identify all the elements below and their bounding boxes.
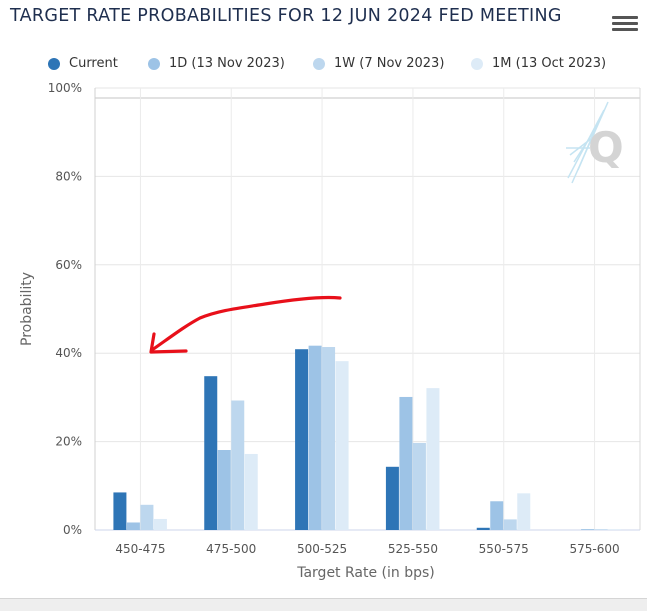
y-axis-ticks: 0% 20% 40% 60% 80% 100% [48, 81, 82, 537]
bar-500-525-series-3[interactable] [335, 361, 349, 530]
legend-item-1d[interactable]: 1D (13 Nov 2023) [148, 56, 285, 71]
legend-item-1m[interactable]: 1M (13 Oct 2023) [471, 56, 606, 71]
bar-475-500-series-2[interactable] [231, 400, 245, 530]
bar-575-600-series-1[interactable] [581, 529, 595, 530]
bar-450-475-series-2[interactable] [140, 504, 154, 530]
x-axis-ticks: 450-475 475-500 500-525 525-550 550-575 575-6… [115, 542, 619, 556]
svg-text:Q: Q [588, 123, 624, 172]
legend: Current 1D (13 Nov 2023) 1W (7 Nov 2023)… [0, 56, 647, 74]
x-tick-label: 450-475 [115, 542, 165, 556]
quikstrike-logo-icon: Q [566, 101, 624, 184]
chart-plot: Q 0% 20% 40% 60% 80% 100% 450-475 475-500 500-5… [19, 81, 641, 581]
legend-marker-1m [471, 57, 483, 70]
bar-550-575-series-3[interactable] [517, 493, 531, 530]
bar-500-525-series-1[interactable] [308, 345, 322, 530]
menu-line [612, 16, 638, 19]
legend-label-1m: 1M (13 Oct 2023) [492, 56, 607, 71]
bar-525-550-series-1[interactable] [399, 396, 413, 530]
x-tick-label: 475-500 [206, 542, 256, 556]
chart-title: TARGET RATE PROBABILITIES FOR 12 JUN 202… [10, 6, 562, 26]
bar-450-475-series-3[interactable] [153, 518, 167, 530]
legend-label-1w: 1W (7 Nov 2023) [334, 56, 445, 71]
legend-label-current: Current [69, 56, 118, 71]
y-tick-label: 60% [55, 258, 82, 272]
menu-icon[interactable] [612, 16, 638, 40]
y-axis-title: Probability [19, 272, 35, 346]
legend-marker-1d [148, 57, 160, 70]
x-tick-label: 575-600 [570, 542, 620, 556]
footer-bar [0, 598, 647, 611]
y-tick-label: 20% [55, 435, 82, 449]
bar-575-600-series-2[interactable] [594, 529, 608, 530]
bar-450-475-series-0[interactable] [113, 492, 127, 530]
legend-item-1w[interactable]: 1W (7 Nov 2023) [313, 56, 444, 71]
legend-item-current[interactable]: Current [48, 56, 118, 71]
x-axis-title: Target Rate (in bps) [296, 565, 435, 581]
bar-550-575-series-1[interactable] [490, 501, 504, 530]
x-tick-label: 525-550 [388, 542, 438, 556]
legend-marker-current [48, 57, 60, 70]
bar-475-500-series-1[interactable] [217, 449, 231, 530]
bars [113, 345, 622, 530]
bar-550-575-series-2[interactable] [503, 519, 517, 530]
y-tick-label: 100% [48, 81, 82, 95]
y-tick-label: 40% [55, 346, 82, 360]
bar-525-550-series-0[interactable] [385, 466, 399, 530]
y-tick-label: 0% [63, 523, 82, 537]
menu-line [612, 22, 638, 25]
bar-525-550-series-2[interactable] [412, 442, 426, 530]
bar-450-475-series-1[interactable] [126, 522, 140, 530]
bar-475-500-series-0[interactable] [204, 376, 218, 530]
grid [94, 87, 641, 531]
x-tick-label: 500-525 [297, 542, 347, 556]
red-arrow-annotation [149, 295, 342, 354]
menu-line [612, 28, 638, 31]
bar-500-525-series-0[interactable] [295, 349, 309, 530]
legend-marker-1w [313, 57, 325, 70]
bar-525-550-series-3[interactable] [426, 388, 440, 530]
bar-550-575-series-0[interactable] [476, 527, 490, 530]
bar-575-600-series-3[interactable] [608, 529, 622, 530]
bar-500-525-series-2[interactable] [322, 347, 336, 530]
bar-475-500-series-3[interactable] [244, 453, 258, 530]
y-tick-label: 80% [55, 169, 82, 183]
legend-label-1d: 1D (13 Nov 2023) [169, 56, 285, 71]
x-tick-label: 550-575 [479, 542, 529, 556]
